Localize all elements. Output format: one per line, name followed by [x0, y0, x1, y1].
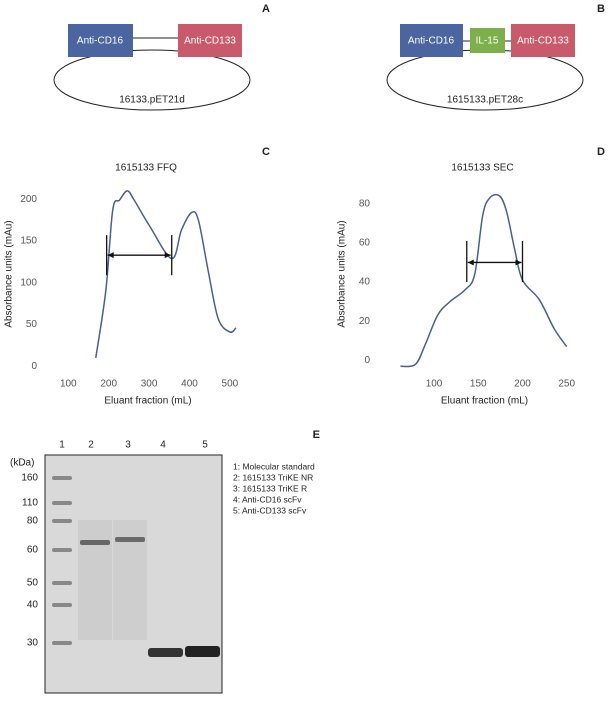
lane-label: 3: [125, 440, 131, 451]
marker-label: 60: [27, 545, 39, 556]
chart-title: 1615133 SEC: [451, 163, 513, 174]
y-axis-label: Absorbance units (mAu): [337, 220, 348, 327]
domain-label: Anti-CD16: [408, 36, 455, 47]
x-tick-label: 200: [514, 379, 531, 390]
arrowhead: [467, 259, 522, 266]
plasmid-label: 16133.pET21d: [119, 95, 185, 106]
lane-label: 2: [88, 440, 94, 451]
y-tick-label: 20: [359, 316, 371, 327]
marker-label: 50: [27, 578, 39, 589]
marker-label: 30: [27, 638, 39, 649]
y-tick-label: 200: [20, 194, 37, 205]
domain: [400, 24, 463, 57]
panel-letter: B: [597, 3, 605, 15]
x-tick-label: 400: [181, 379, 198, 390]
band: [185, 646, 220, 657]
marker-band: [52, 476, 72, 480]
band: [115, 537, 145, 542]
panel-letter: C: [262, 146, 270, 158]
y-tick-label: 40: [359, 277, 371, 288]
x-tick-label: 150: [470, 379, 487, 390]
y-tick-label: 0: [31, 361, 37, 372]
marker-band: [52, 581, 72, 585]
unit-label: (kDa): [10, 458, 34, 469]
x-tick-label: 300: [141, 379, 158, 390]
marker-band: [52, 548, 72, 552]
chart-title: 1615133 FFQ: [115, 163, 177, 174]
legend-text: 3: 1615133 TriKE R: [233, 483, 307, 493]
x-tick-label: 100: [60, 379, 77, 390]
domain: [68, 24, 133, 57]
panel-a: A Anti-CD16 Anti-CD133 16133.pET21d: [53, 3, 270, 111]
panel-b: B Anti-CD16 IL-15 Anti-CD133 1615133.pET…: [386, 3, 605, 111]
marker-label: 110: [22, 498, 38, 509]
domain-label: Anti-CD133: [184, 36, 236, 47]
x-axis-label: Eluant fraction (mL): [441, 396, 528, 407]
legend-text: 5: Anti-CD133 scFv: [233, 505, 307, 515]
panel-letter: E: [313, 429, 320, 441]
x-tick-label: 250: [558, 379, 575, 390]
plasmid: [53, 49, 251, 111]
domain-label: Anti-CD133: [517, 36, 569, 47]
y-tick-label: 0: [364, 355, 370, 366]
panel-letter: A: [262, 3, 270, 15]
band: [80, 540, 110, 545]
marker-band: [52, 641, 72, 645]
lane-label: 1: [59, 440, 65, 451]
domain: [470, 28, 505, 53]
domain-label: Anti-CD16: [77, 36, 124, 47]
marker-label: 40: [27, 600, 39, 611]
plasmid-label: 1615133.pET28c: [447, 95, 523, 106]
y-tick-label: 150: [20, 236, 37, 247]
x-tick-label: 100: [426, 379, 443, 390]
y-tick-label: 80: [359, 198, 371, 209]
marker-band: [52, 519, 72, 523]
band: [148, 648, 183, 657]
x-tick-label: 500: [222, 379, 239, 390]
domain: [511, 24, 575, 57]
marker-band: [52, 501, 72, 505]
x-tick-label: 200: [100, 379, 117, 390]
legend-text: 4: Anti-CD16 scFv: [233, 494, 302, 504]
domain: [178, 24, 242, 57]
legend-text: 1: Molecular standard: [233, 461, 315, 471]
marker-band: [52, 603, 72, 607]
lane-label: 5: [202, 440, 208, 451]
x-axis-label: Eluant fraction (mL): [104, 396, 191, 407]
lane-smear: [78, 520, 112, 640]
domain-label: IL-15: [476, 36, 499, 47]
marker-label: 160: [21, 473, 38, 484]
y-tick-label: 60: [359, 238, 371, 249]
y-tick-label: 100: [20, 277, 37, 288]
line: [400, 193, 568, 368]
y-axis-label: Absorbance units (mAu): [4, 220, 15, 327]
marker-label: 80: [27, 516, 39, 527]
y-tick-label: 50: [26, 319, 38, 330]
panel-e: E (kDa) 160 110 80 60 50 40 30 1 2 3 4 5 1: Molecula…: [10, 429, 320, 694]
legend-text: 2: 1615133 TriKE NR: [233, 472, 313, 482]
line: [95, 190, 237, 359]
panel-letter: D: [597, 146, 605, 158]
lane-label: 4: [160, 440, 166, 451]
